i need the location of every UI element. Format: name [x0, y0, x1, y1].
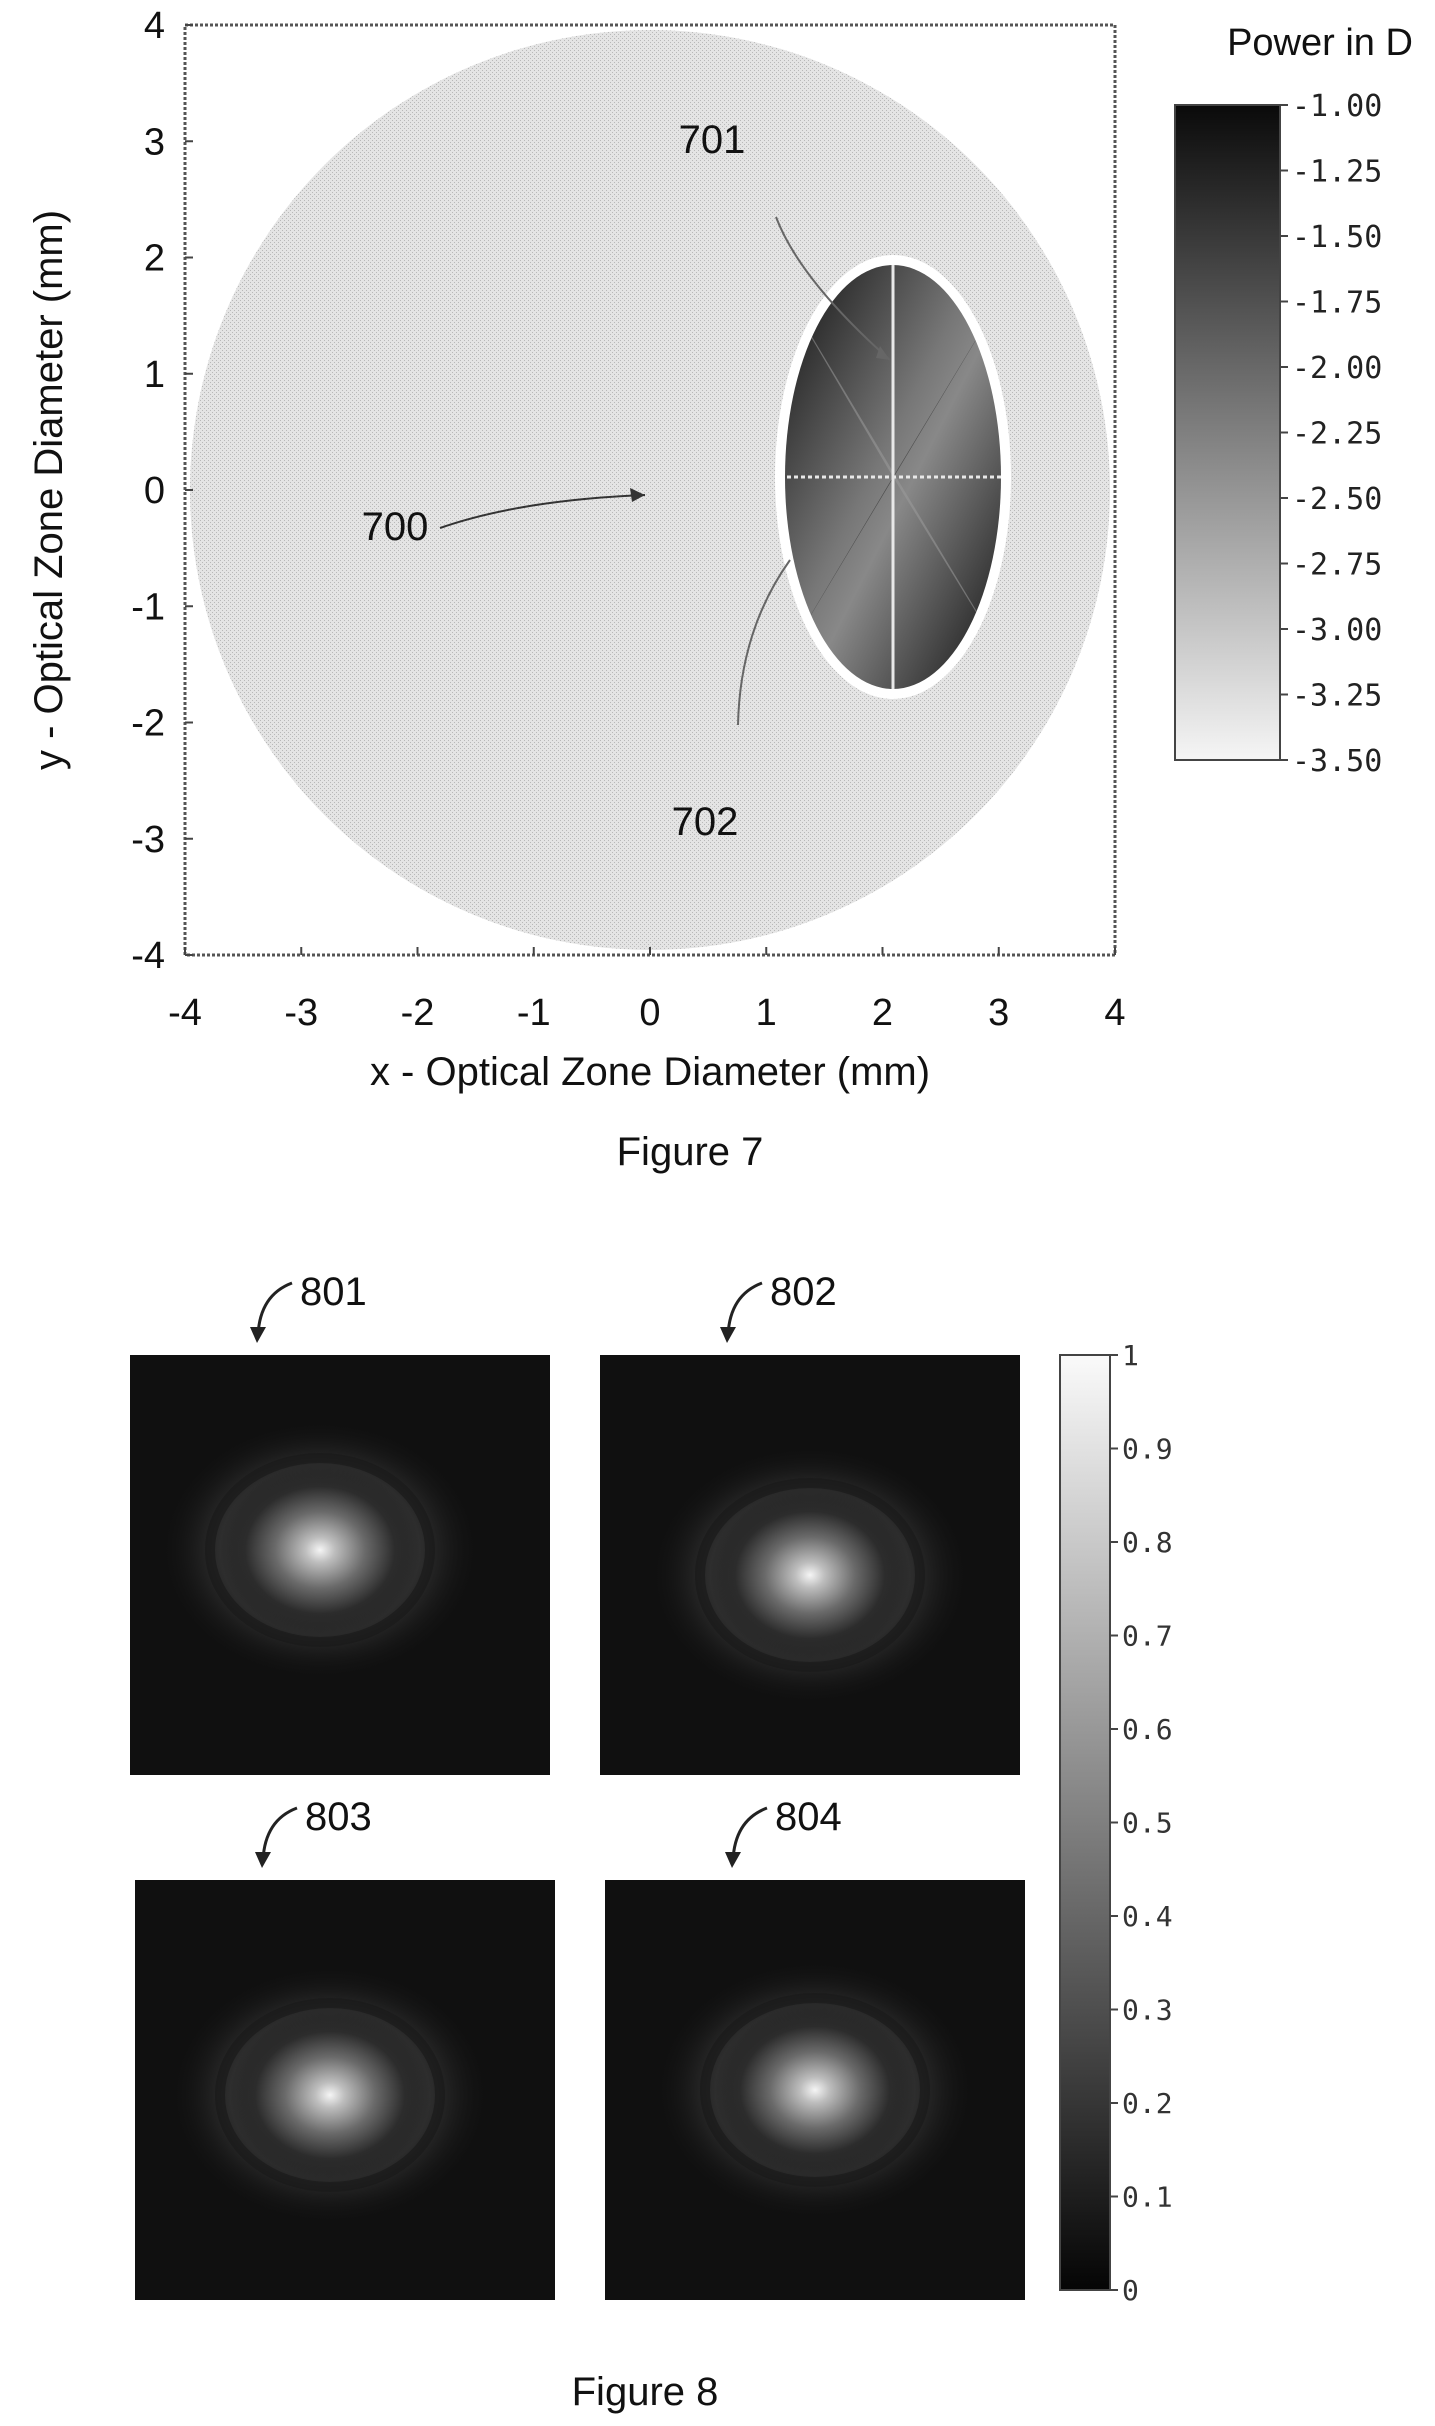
colorbar-8-tick-label: 0.2	[1122, 2087, 1173, 2120]
y-tick-label: -4	[131, 935, 165, 977]
y-axis-label: y - Optical Zone Diameter (mm)	[27, 210, 71, 770]
psf-dark-ring	[215, 1998, 445, 2192]
psf-core	[230, 2010, 430, 2180]
panel-label: 804	[775, 1795, 842, 1839]
psf-panel-803: 803	[135, 1795, 555, 2300]
figure-7-caption: Figure 7	[617, 1130, 764, 1174]
psf-panels: 801 802 803 804	[130, 1270, 1025, 2300]
colorbar-tick-label: -3.50	[1292, 744, 1382, 779]
y-tick-label: -2	[131, 703, 165, 745]
colorbar-tick-label: -2.75	[1292, 548, 1382, 583]
label-701: 701	[679, 118, 746, 162]
x-tick-label: 1	[756, 992, 777, 1034]
x-axis-label: x - Optical Zone Diameter (mm)	[370, 1050, 930, 1094]
colorbar-8-tick-label: 0.3	[1122, 1994, 1173, 2027]
y-tick-label: 3	[144, 121, 165, 163]
x-axis-ticks: -4 -3 -2 -1 0 1 2 3 4	[168, 947, 1126, 1034]
y-axis-ticks: 4 3 2 1 0 -1 -2 -3 -4	[131, 5, 193, 977]
colorbar-8-tick-label: 0.4	[1122, 1900, 1173, 1933]
psf-core	[710, 1490, 910, 1660]
figure-8: 801 802 803 804 1 0.9 0.8 0.7 0.6 0.5 0.4 0.3 0.2 0.…	[130, 1270, 1173, 2414]
label-700: 700	[362, 505, 429, 549]
y-tick-label: -3	[131, 819, 165, 861]
psf-core	[715, 2005, 915, 2175]
y-tick-label: -1	[131, 586, 165, 628]
x-tick-label: 4	[1104, 992, 1125, 1034]
x-tick-label: -3	[284, 992, 318, 1034]
figure-7: 700 701 702 -4 -3 -2 -1 0 1 2 3 4 43210-1-2-3-4 …	[27, 5, 1413, 1174]
x-tick-label: -1	[517, 992, 551, 1034]
colorbar-tick-label: -1.00	[1292, 89, 1382, 124]
colorbar-8-tick-label: 0.7	[1122, 1620, 1173, 1653]
colorbar-tick-label: -2.50	[1292, 482, 1382, 517]
colorbar-8-tick-label: 0	[1122, 2274, 1139, 2307]
leader-line-701	[775, 216, 891, 361]
panel-label: 801	[300, 1270, 367, 1314]
colorbar-8-tick-label: 0.1	[1122, 2181, 1173, 2214]
panel-label: 803	[305, 1795, 372, 1839]
colorbar-8-tick-label: 0.5	[1122, 1807, 1173, 1840]
y-tick-label: 4	[144, 5, 165, 47]
colorbar-tick-label: -1.75	[1292, 286, 1382, 321]
psf-dark-ring	[205, 1453, 435, 1647]
colorbar-8-tick-label: 1	[1122, 1339, 1139, 1372]
leader-line-702	[737, 559, 791, 726]
x-tick-label: 0	[639, 992, 660, 1034]
leader-line-700	[439, 494, 646, 529]
y-tick-label: 2	[144, 238, 165, 280]
x-tick-label: 3	[988, 992, 1009, 1034]
colorbar-8-tick-label: 0.8	[1122, 1526, 1173, 1559]
colorbar-tick-label: -2.25	[1292, 417, 1382, 452]
psf-panel-804: 804	[605, 1795, 1025, 2300]
colorbar-8-tick-label: 0.9	[1122, 1433, 1173, 1466]
colorbar-power	[1174, 104, 1281, 761]
colorbar-tick-label: -3.00	[1292, 613, 1382, 648]
psf-core	[220, 1465, 420, 1635]
colorbar-tick-label: -1.50	[1292, 220, 1382, 255]
colorbar-8-tick-label: 0.6	[1122, 1713, 1173, 1746]
y-tick-label: 1	[144, 354, 165, 396]
y-tick-label: 0	[144, 470, 165, 512]
x-tick-label: -2	[401, 992, 435, 1034]
psf-dark-ring	[695, 1478, 925, 1672]
colorbar-ticks-8: 1 0.9 0.8 0.7 0.6 0.5 0.4 0.3 0.2 0.1 0	[1110, 1339, 1173, 2307]
x-tick-label: 2	[872, 992, 893, 1034]
colorbar-ticks: -1.00 -1.25 -1.50 -1.75 -2.00 -2.25 -2.50 -2.75…	[1280, 89, 1382, 779]
colorbar-tick-label: -3.25	[1292, 679, 1382, 714]
colorbar-intensity	[1059, 1354, 1111, 2291]
psf-dark-ring	[700, 1993, 930, 2187]
psf-panel-801: 801	[130, 1270, 550, 1775]
colorbar-tick-label: -2.00	[1292, 351, 1382, 386]
x-tick-label: -4	[168, 992, 202, 1034]
label-702: 702	[672, 800, 739, 844]
colorbar-tick-label: -1.25	[1292, 155, 1382, 190]
figure-8-caption: Figure 8	[572, 2370, 719, 2414]
colorbar-title: Power in D	[1227, 22, 1413, 64]
psf-panel-802: 802	[600, 1270, 1020, 1775]
panel-label: 802	[770, 1270, 837, 1314]
